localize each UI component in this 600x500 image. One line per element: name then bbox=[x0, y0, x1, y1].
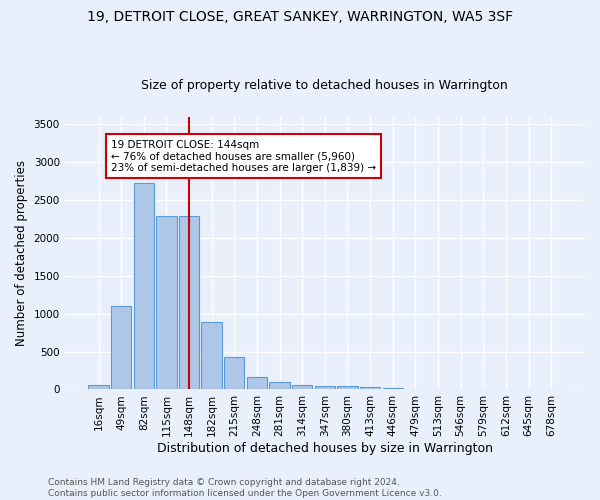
Bar bbox=[269, 382, 290, 390]
Text: 19, DETROIT CLOSE, GREAT SANKEY, WARRINGTON, WA5 3SF: 19, DETROIT CLOSE, GREAT SANKEY, WARRING… bbox=[87, 10, 513, 24]
Title: Size of property relative to detached houses in Warrington: Size of property relative to detached ho… bbox=[142, 79, 508, 92]
Bar bbox=[179, 216, 199, 390]
Bar bbox=[156, 216, 176, 390]
Bar bbox=[360, 388, 380, 390]
Bar bbox=[134, 182, 154, 390]
Bar bbox=[224, 358, 244, 390]
Bar bbox=[383, 388, 403, 390]
Bar bbox=[247, 376, 267, 390]
X-axis label: Distribution of detached houses by size in Warrington: Distribution of detached houses by size … bbox=[157, 442, 493, 455]
Text: 19 DETROIT CLOSE: 144sqm
← 76% of detached houses are smaller (5,960)
23% of sem: 19 DETROIT CLOSE: 144sqm ← 76% of detach… bbox=[111, 140, 376, 172]
Bar bbox=[292, 385, 313, 390]
Bar bbox=[314, 386, 335, 390]
Y-axis label: Number of detached properties: Number of detached properties bbox=[15, 160, 28, 346]
Bar bbox=[337, 386, 358, 390]
Bar bbox=[111, 306, 131, 390]
Bar bbox=[88, 386, 109, 390]
Bar bbox=[202, 322, 222, 390]
Text: Contains HM Land Registry data © Crown copyright and database right 2024.
Contai: Contains HM Land Registry data © Crown c… bbox=[48, 478, 442, 498]
